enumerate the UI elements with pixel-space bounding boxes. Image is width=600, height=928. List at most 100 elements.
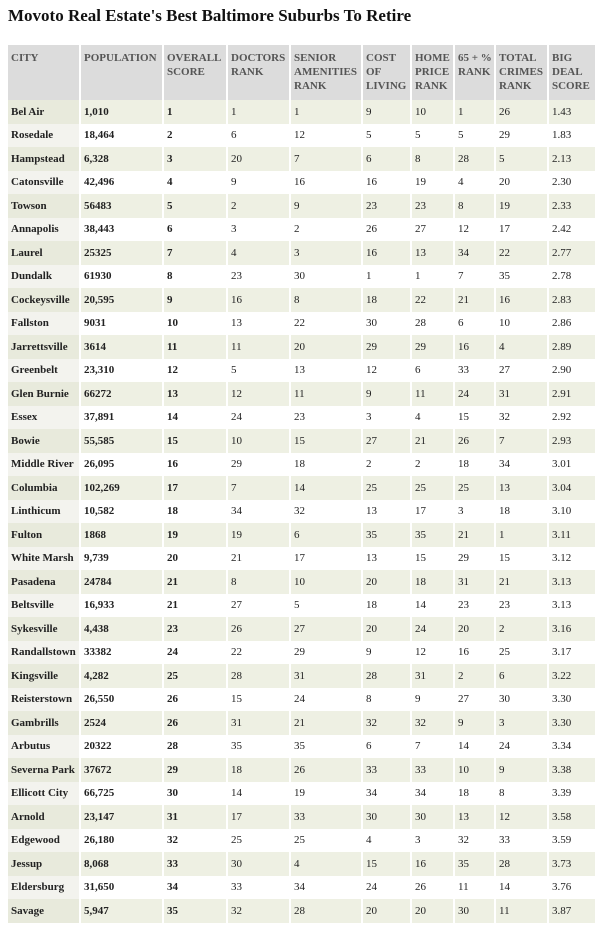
data-cell: 30 [411, 805, 455, 829]
data-cell: 1.43 [548, 100, 597, 124]
data-cell: 16 [163, 452, 228, 476]
data-cell: 35 [163, 899, 228, 923]
data-cell: 23 [290, 405, 363, 429]
data-cell: 26 [495, 100, 549, 124]
data-cell: 3 [411, 828, 455, 852]
data-cell: 26 [454, 429, 496, 453]
data-cell: 1 [454, 100, 496, 124]
data-cell: 2.78 [548, 264, 597, 288]
data-cell: 29 [495, 123, 549, 147]
data-cell: 3.30 [548, 687, 597, 711]
data-cell: 14 [227, 781, 291, 805]
table-row: Laurel 25325 7 4 3 16 13 34 22 2.77 [8, 241, 597, 265]
data-cell: 3.10 [548, 499, 597, 523]
city-cell: Middle River [8, 452, 81, 476]
data-cell: 7 [495, 429, 549, 453]
data-cell: 29 [411, 335, 455, 359]
data-cell: 25 [454, 476, 496, 500]
data-cell: 2524 [80, 711, 164, 735]
data-cell: 19 [411, 170, 455, 194]
data-cell: 34 [362, 781, 412, 805]
data-cell: 29 [362, 335, 412, 359]
header-cell: CITY [8, 45, 81, 100]
data-cell: 8 [362, 687, 412, 711]
city-cell: Catonsville [8, 170, 81, 194]
data-cell: 31 [411, 664, 455, 688]
header-cell: BIG DEAL SCORE [548, 45, 597, 100]
data-cell: 24 [454, 382, 496, 406]
data-cell: 16,933 [80, 593, 164, 617]
data-cell: 27 [227, 593, 291, 617]
data-cell: 10 [454, 758, 496, 782]
city-cell: Gambrills [8, 711, 81, 735]
data-cell: 23 [495, 593, 549, 617]
header-cell: OVERALL SCORE [163, 45, 228, 100]
table-row: Reisterstown 26,550 26 15 24 8 9 27 30 3.30 [8, 687, 597, 711]
data-cell: 15 [362, 852, 412, 876]
data-cell: 1 [290, 100, 363, 124]
table-row: Linthicum 10,582 18 34 32 13 17 3 18 3.10 [8, 499, 597, 523]
data-cell: 7 [227, 476, 291, 500]
data-cell: 34 [163, 875, 228, 899]
data-cell: 3.16 [548, 617, 597, 641]
data-cell: 2.13 [548, 147, 597, 171]
data-cell: 21 [163, 570, 228, 594]
data-cell: 2.30 [548, 170, 597, 194]
data-cell: 9 [163, 288, 228, 312]
data-cell: 56483 [80, 194, 164, 218]
data-cell: 24 [227, 405, 291, 429]
city-cell: Annapolis [8, 217, 81, 241]
data-cell: 33 [362, 758, 412, 782]
data-cell: 9 [411, 687, 455, 711]
data-cell: 34 [227, 499, 291, 523]
data-cell: 35 [411, 523, 455, 547]
data-cell: 22 [227, 640, 291, 664]
data-cell: 11 [411, 382, 455, 406]
city-cell: Fallston [8, 311, 81, 335]
city-cell: Cockeysville [8, 288, 81, 312]
data-cell: 26,180 [80, 828, 164, 852]
table-row: Edgewood 26,180 32 25 25 4 3 32 33 3.59 [8, 828, 597, 852]
table-row: Pasadena 24784 21 8 10 20 18 31 21 3.13 [8, 570, 597, 594]
data-cell: 16 [290, 170, 363, 194]
city-cell: Severna Park [8, 758, 81, 782]
data-cell: 18 [495, 499, 549, 523]
data-cell: 3.73 [548, 852, 597, 876]
data-cell: 31 [495, 382, 549, 406]
header-cell: SENIOR AMENITIES RANK [290, 45, 363, 100]
table-row: Fallston 9031 10 13 22 30 28 6 10 2.86 [8, 311, 597, 335]
data-cell: 15 [454, 405, 496, 429]
data-cell: 33 [163, 852, 228, 876]
data-cell: 34 [411, 781, 455, 805]
data-cell: 13 [163, 382, 228, 406]
table-row: Annapolis 38,443 6 3 2 26 27 12 17 2.42 [8, 217, 597, 241]
data-cell: 3 [227, 217, 291, 241]
data-cell: 27 [495, 358, 549, 382]
city-cell: Arnold [8, 805, 81, 829]
data-cell: 33 [227, 875, 291, 899]
data-cell: 12 [163, 358, 228, 382]
city-cell: Dundalk [8, 264, 81, 288]
data-cell: 5 [495, 147, 549, 171]
data-cell: 21 [290, 711, 363, 735]
data-cell: 4 [454, 170, 496, 194]
city-cell: Sykesville [8, 617, 81, 641]
data-cell: 3.11 [548, 523, 597, 547]
data-cell: 2.89 [548, 335, 597, 359]
data-cell: 2.83 [548, 288, 597, 312]
data-cell: 16 [227, 288, 291, 312]
data-cell: 6 [362, 147, 412, 171]
data-cell: 6 [163, 217, 228, 241]
data-cell: 29 [290, 640, 363, 664]
city-cell: Glen Burnie [8, 382, 81, 406]
data-cell: 4 [411, 405, 455, 429]
data-cell: 21 [454, 523, 496, 547]
table-row: Greenbelt 23,310 12 5 13 12 6 33 27 2.90 [8, 358, 597, 382]
data-cell: 4,438 [80, 617, 164, 641]
header-cell: TOTAL CRIMES RANK [495, 45, 549, 100]
data-cell: 29 [163, 758, 228, 782]
data-cell: 23 [163, 617, 228, 641]
data-cell: 28 [227, 664, 291, 688]
data-cell: 27 [411, 217, 455, 241]
data-cell: 3.13 [548, 570, 597, 594]
